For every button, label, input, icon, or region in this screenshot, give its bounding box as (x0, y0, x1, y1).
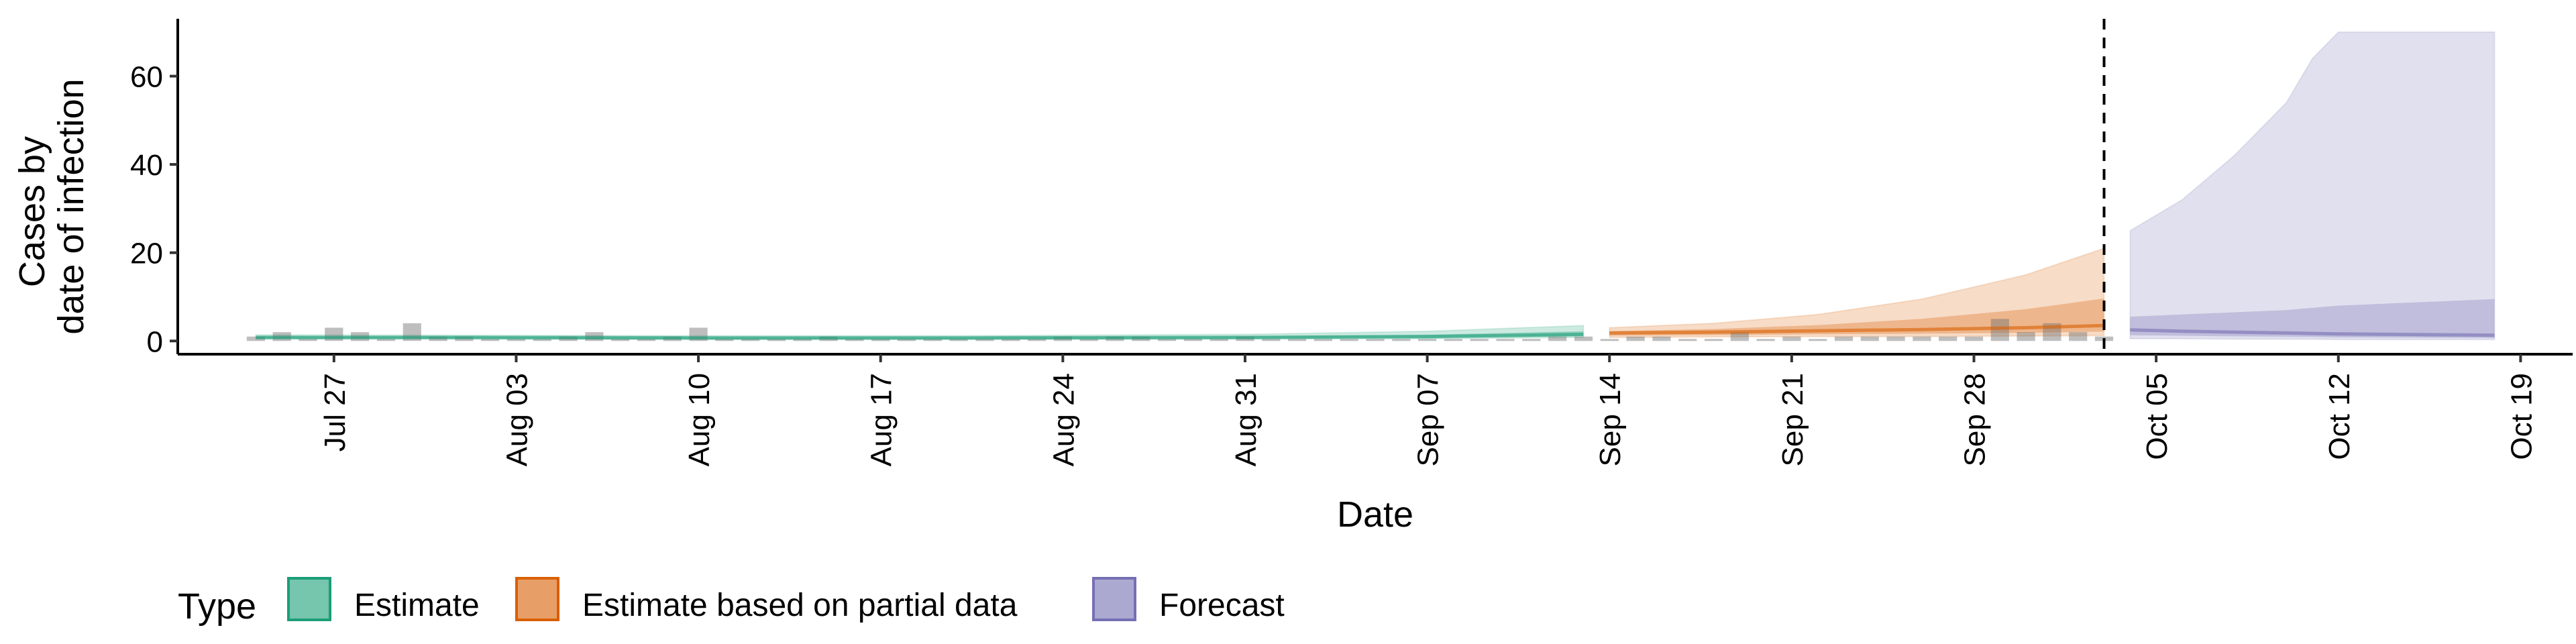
case-bar (793, 339, 812, 341)
legend: Type Estimate Estimate based on partial d… (178, 577, 1285, 627)
y-axis-ticks: 0 20 40 60 (130, 61, 178, 358)
x-tick-label: Aug 03 (501, 373, 534, 466)
band-outer-2 (2129, 31, 2496, 341)
uncertainty-bands (255, 31, 2496, 341)
case-bar (1313, 339, 1332, 341)
case-bar (611, 339, 630, 341)
case-bar (845, 339, 864, 341)
case-bar (1210, 339, 1228, 341)
case-bar (1158, 339, 1177, 341)
case-bar (871, 339, 890, 341)
case-bar (1860, 336, 1879, 341)
case-bar (1964, 336, 1984, 341)
case-bar (376, 339, 396, 341)
case-bar (949, 339, 968, 341)
case-bar (1782, 336, 1801, 341)
x-tick-label: Sep 07 (1412, 373, 1445, 466)
legend-title: Type (178, 586, 256, 627)
case-bar (1418, 339, 1437, 341)
reported-cases-bars (246, 319, 2114, 341)
x-tick-label: Aug 10 (683, 373, 716, 466)
x-axis-ticks: Jul 27 Aug 03 Aug 10 Aug 17 Aug 24 Aug 31 Sep … (319, 354, 2538, 466)
y-tick-label: 0 (147, 325, 163, 358)
case-bar (2017, 332, 2035, 341)
case-bar (1496, 339, 1515, 341)
y-axis-title-line-2: date of infection (51, 78, 91, 334)
case-bar (1626, 336, 1645, 341)
case-bar (1809, 339, 1827, 341)
case-bar (1990, 319, 2009, 341)
case-bar (299, 339, 317, 341)
case-bar (1730, 332, 1749, 341)
case-bar (767, 339, 786, 341)
y-axis-title: Cases by date of infection (12, 78, 91, 334)
case-bar (1939, 336, 1957, 341)
case-bar (975, 339, 994, 341)
case-bar (1834, 336, 1854, 341)
case-bar (715, 339, 734, 341)
case-bar (741, 339, 760, 341)
case-bar (897, 339, 916, 341)
x-tick-label: Sep 28 (1959, 373, 1992, 466)
y-axis-title-line-1: Cases by (12, 136, 52, 287)
band-outer-1 (1609, 247, 2105, 339)
case-bar (923, 339, 942, 341)
median-line-1 (1609, 323, 2104, 335)
case-bar (1756, 339, 1775, 341)
x-tick-label: Sep 21 (1776, 373, 1809, 466)
y-tick-label: 60 (130, 61, 163, 94)
case-bar (1470, 339, 1489, 341)
x-tick-label: Oct 19 (2505, 373, 2538, 460)
x-tick-label: Oct 12 (2323, 373, 2356, 460)
case-bar (2069, 332, 2088, 341)
case-bar (1704, 339, 1723, 341)
case-bar (1262, 339, 1281, 341)
legend-key-1 (515, 577, 559, 621)
x-tick-label: Aug 24 (1047, 373, 1080, 466)
case-bar (1366, 339, 1385, 341)
median-line-2 (2130, 328, 2495, 337)
case-bar (533, 339, 551, 341)
case-bar (1288, 339, 1307, 341)
case-bar (1574, 336, 1593, 341)
case-bar (1548, 336, 1567, 341)
case-bar (1079, 339, 1098, 341)
case-bar (1002, 339, 1020, 341)
legend-label-0: Estimate (354, 588, 480, 623)
x-tick-label: Jul 27 (319, 373, 352, 451)
case-bar (1600, 339, 1619, 341)
case-bar (1392, 339, 1411, 341)
case-bar (481, 339, 500, 341)
case-bar (637, 339, 656, 341)
case-bar (1652, 336, 1671, 341)
x-tick-label: Aug 31 (1230, 373, 1263, 466)
x-tick-label: Sep 14 (1594, 373, 1627, 466)
case-bar (1444, 339, 1462, 341)
median-line-0 (256, 332, 1584, 340)
band-inner-2 (2130, 299, 2495, 338)
case-bar (1678, 339, 1697, 341)
case-bar (1913, 336, 1931, 341)
y-tick-label: 20 (130, 237, 163, 270)
case-bar (1886, 336, 1905, 341)
x-tick-label: Oct 05 (2141, 373, 2174, 460)
y-tick-label: 40 (130, 149, 163, 182)
case-bar (506, 339, 526, 341)
legend-key-2 (1092, 577, 1136, 621)
x-tick-label: Aug 17 (865, 373, 898, 466)
case-bar (1183, 339, 1202, 341)
band-inner-1 (1609, 298, 2104, 336)
case-bar (1340, 339, 1358, 341)
case-bar (1522, 339, 1541, 341)
x-axis-title: Date (1337, 494, 1413, 535)
legend-label-2: Forecast (1159, 588, 1285, 623)
median-lines (256, 323, 2495, 340)
case-bar (1028, 339, 1046, 341)
legend-label-1: Estimate based on partial data (582, 588, 1018, 623)
legend-key-0 (287, 577, 331, 621)
